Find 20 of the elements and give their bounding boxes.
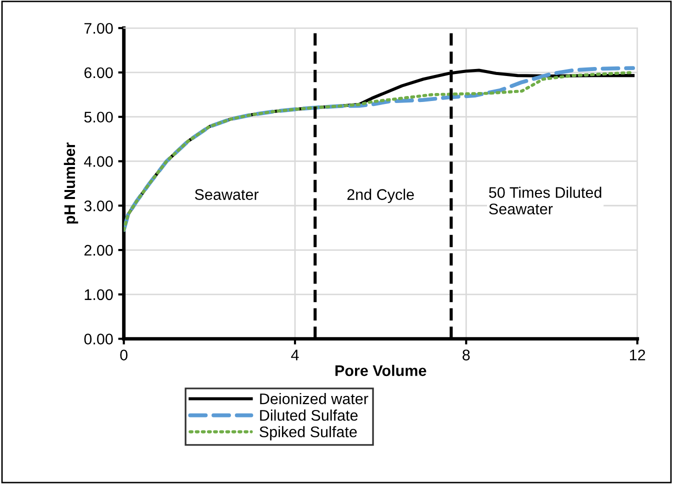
x-axis-title: Pore Volume xyxy=(335,364,426,376)
y-tick-label: 1.00 xyxy=(84,289,113,300)
y-tick-label: 7.00 xyxy=(84,22,113,34)
x-tick-label: 8 xyxy=(462,350,470,360)
x-tick-label: 4 xyxy=(291,350,299,360)
y-tick-label: 3.00 xyxy=(84,200,113,212)
x-tick-label: 12 xyxy=(630,350,646,360)
annotation: 2nd Cycle xyxy=(347,188,414,203)
legend-label: Deionized water xyxy=(260,393,368,404)
y-tick-label: 5.00 xyxy=(84,112,113,123)
y-tick-label: 0.00 xyxy=(84,334,113,344)
y-axis-title: pH Number xyxy=(64,142,78,224)
x-tick-label: 0 xyxy=(120,350,128,360)
annotation: 50 Times Diluted Seawater xyxy=(489,186,602,214)
legend-label: Diluted Sulfate xyxy=(260,410,358,421)
legend-label: Spiked Sulfate xyxy=(260,426,357,440)
y-tick-label: 4.00 xyxy=(84,156,113,167)
annotation: Seawater xyxy=(194,189,259,200)
y-tick-label: 2.00 xyxy=(84,244,113,256)
y-tick-label: 6.00 xyxy=(84,67,113,78)
